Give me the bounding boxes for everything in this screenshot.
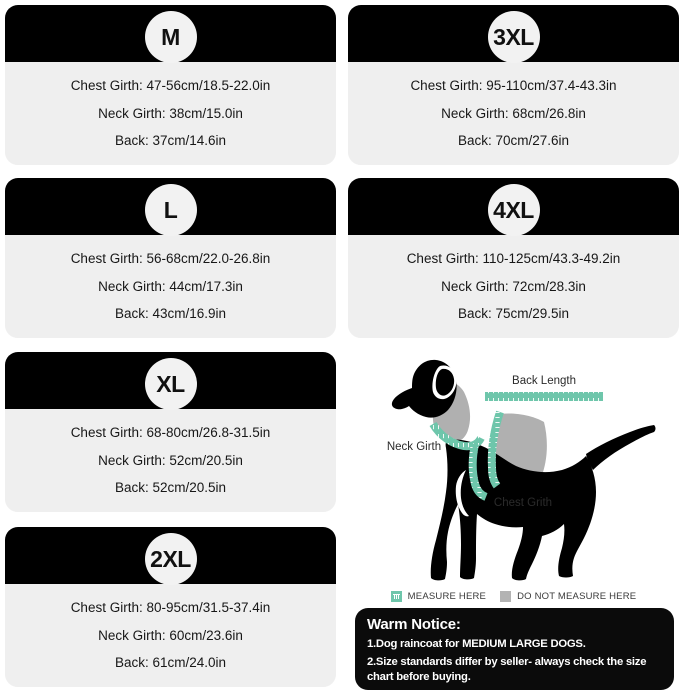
notice-title: Warm Notice: xyxy=(367,616,461,633)
back-length-label: Back Length xyxy=(512,375,576,387)
legend-no-measure-label: DO NOT MEASURE HERE xyxy=(517,590,637,602)
dog-measurement-illustration: Back Length Neck Girth Chest Grith xyxy=(348,352,679,592)
neck-girth-value: Neck Girth: 60cm/23.6in xyxy=(98,627,243,643)
card-body: Chest Girth: 80-95cm/31.5-37.4in Neck Gi… xyxy=(5,584,336,687)
size-card-3xl: 3XL Chest Girth: 95-110cm/37.4-43.3in Ne… xyxy=(348,5,679,165)
size-card-m: M Chest Girth: 47-56cm/18.5-22.0in Neck … xyxy=(5,5,336,165)
card-body: Chest Girth: 68-80cm/26.8-31.5in Neck Gi… xyxy=(5,409,336,512)
tape-measure-icon xyxy=(390,590,402,602)
neck-girth-tape xyxy=(429,421,485,451)
size-card-4xl: 4XL Chest Girth: 110-125cm/43.3-49.2in N… xyxy=(348,178,679,338)
card-body: Chest Girth: 95-110cm/37.4-43.3in Neck G… xyxy=(348,62,679,165)
size-badge: 2XL xyxy=(144,533,197,585)
notice-line-1-prefix: 1.Dog raincoat for xyxy=(367,638,463,651)
chest-girth-value: Chest Girth: 56-68cm/22.0-26.8in xyxy=(70,251,271,266)
size-badge: XL xyxy=(144,358,197,410)
size-card-xl: XL Chest Girth: 68-80cm/26.8-31.5in Neck… xyxy=(5,352,336,512)
card-body: Chest Girth: 47-56cm/18.5-22.0in Neck Gi… xyxy=(5,62,336,165)
legend-measure-label: MEASURE HERE xyxy=(407,590,487,602)
back-length-value: Back: 70cm/27.6in xyxy=(457,133,570,148)
size-label: M xyxy=(161,23,180,50)
legend-item-measure: MEASURE HERE xyxy=(390,590,487,602)
warm-notice-box: Warm Notice: 1.Dog raincoat for MEDIUM L… xyxy=(355,608,674,690)
gray-square-icon xyxy=(500,590,512,602)
card-body: Chest Girth: 56-68cm/22.0-26.8in Neck Gi… xyxy=(5,235,336,338)
size-badge: 4XL xyxy=(487,184,540,236)
size-label: 2XL xyxy=(150,545,191,572)
notice-line-1: 1.Dog raincoat for MEDIUM LARGE DOGS. xyxy=(367,637,662,652)
neck-girth-value: Neck Girth: 38cm/15.0in xyxy=(98,105,243,121)
size-card-2xl: 2XL Chest Girth: 80-95cm/31.5-37.4in Nec… xyxy=(5,527,336,687)
chest-girth-value: Chest Girth: 110-125cm/43.3-49.2in xyxy=(406,251,621,266)
back-length-value: Back: 61cm/24.0in xyxy=(114,655,227,670)
neck-girth-value: Neck Girth: 52cm/20.5in xyxy=(98,452,243,468)
size-badge: L xyxy=(144,184,197,236)
chest-girth-label: Chest Grith xyxy=(494,497,552,509)
neck-girth-value: Neck Girth: 72cm/28.3in xyxy=(441,278,586,294)
neck-girth-value: Neck Girth: 44cm/17.3in xyxy=(98,278,243,294)
neck-girth-label: Neck Girth xyxy=(387,441,441,453)
back-length-value: Back: 75cm/29.5in xyxy=(457,306,570,321)
back-length-value: Back: 52cm/20.5in xyxy=(114,480,227,495)
back-length-value: Back: 37cm/14.6in xyxy=(114,133,227,148)
back-length-tape xyxy=(485,392,603,401)
chest-girth-value: Chest Girth: 80-95cm/31.5-37.4in xyxy=(70,600,271,615)
legend-item-no-measure: DO NOT MEASURE HERE xyxy=(500,590,637,602)
notice-line-2: 2.Size standards differ by seller- alway… xyxy=(367,656,647,684)
card-body: Chest Girth: 110-125cm/43.3-49.2in Neck … xyxy=(348,235,679,338)
size-card-l: L Chest Girth: 56-68cm/22.0-26.8in Neck … xyxy=(5,178,336,338)
chest-girth-value: Chest Girth: 68-80cm/26.8-31.5in xyxy=(70,425,271,440)
size-label: 4XL xyxy=(493,196,534,223)
size-label: XL xyxy=(156,370,185,397)
notice-line-1-emphasis: MEDIUM LARGE DOGS. xyxy=(462,638,586,651)
size-badge: 3XL xyxy=(487,11,540,63)
back-length-value: Back: 43cm/16.9in xyxy=(114,306,227,321)
measurement-legend: MEASURE HERE DO NOT MEASURE HERE xyxy=(348,586,679,606)
size-label: 3XL xyxy=(493,23,534,50)
size-badge: M xyxy=(144,11,197,63)
chest-girth-value: Chest Girth: 47-56cm/18.5-22.0in xyxy=(70,78,271,93)
chest-girth-value: Chest Girth: 95-110cm/37.4-43.3in xyxy=(410,78,617,93)
size-label: L xyxy=(163,196,178,223)
chest-girth-tape xyxy=(468,410,504,501)
neck-girth-value: Neck Girth: 68cm/26.8in xyxy=(441,105,586,121)
